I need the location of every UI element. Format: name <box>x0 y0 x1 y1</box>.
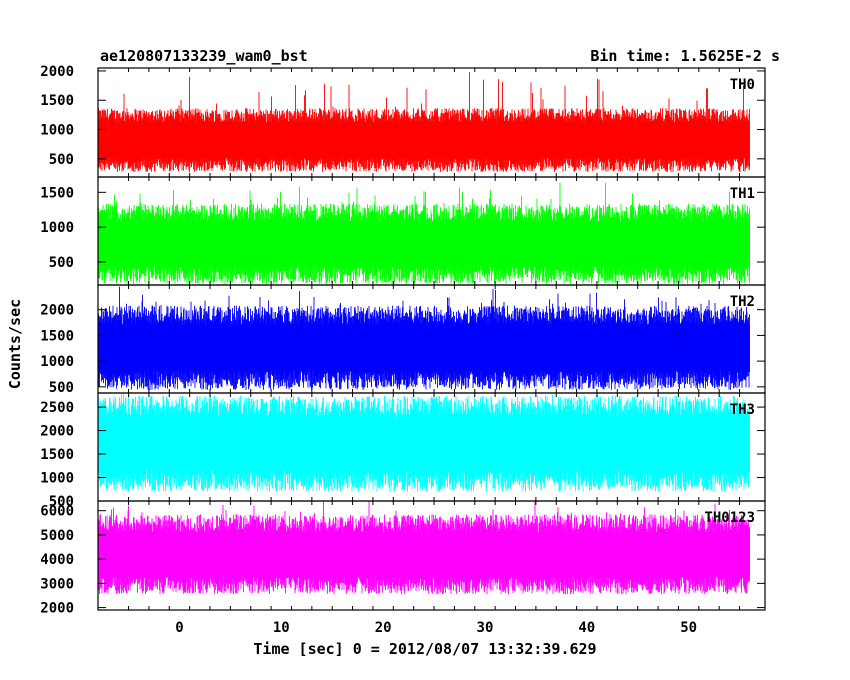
x-axis-label: Time [sec] 0 = 2012/08/07 13:32:39.629 <box>253 640 596 658</box>
y-tick-label: 2000 <box>40 424 74 440</box>
panel-frame <box>97 500 766 611</box>
y-tick-label: 2500 <box>40 400 74 416</box>
y-tick-label: 5000 <box>40 528 74 544</box>
x-tick-label: 50 <box>680 620 697 636</box>
panel-label: TH3 <box>730 402 755 418</box>
y-tick-label: 2000 <box>40 64 74 80</box>
y-tick-label: 1500 <box>40 447 74 463</box>
y-tick-label: 1000 <box>40 220 74 236</box>
series-core-th0 <box>98 122 750 158</box>
y-tick-label: 1000 <box>40 471 74 487</box>
panel-th0: 500 1000 1500 2000 TH0 <box>40 64 766 178</box>
y-tick-label: 1500 <box>40 328 74 344</box>
chart-title-left: ae120807133239_wam0_bst <box>100 47 308 65</box>
x-tick-label: 40 <box>578 620 595 636</box>
y-tick-label: 3000 <box>40 576 74 592</box>
panel-label: TH0 <box>730 77 755 93</box>
y-tick-label: 6000 <box>40 504 74 520</box>
x-tick-label: 10 <box>273 620 290 636</box>
series-core-th3 <box>98 417 750 471</box>
y-tick-label: 2000 <box>40 303 74 319</box>
panel-th3: 500 1000 1500 2000 2500 TH3 <box>40 392 766 510</box>
y-tick-label: 500 <box>49 380 74 396</box>
y-tick-label: 4000 <box>40 552 74 568</box>
x-tick-labels: 0 10 20 30 40 50 <box>175 620 697 636</box>
panel-label: TH1 <box>730 186 755 202</box>
series-core-th1 <box>98 221 750 266</box>
panel-th0123: 2000 3000 4000 5000 6000 TH0123 <box>40 500 766 617</box>
panel-label: TH0123 <box>704 510 755 526</box>
series-core-th0123 <box>98 532 750 577</box>
y-tick-label: 1500 <box>40 93 74 109</box>
x-tick-label: 30 <box>477 620 494 636</box>
panel-th1: 500 1000 1500 TH1 <box>40 176 766 286</box>
panels-group: 500 1000 1500 2000 TH0 500 1000 1500 TH1 500 1000 1… <box>40 64 766 617</box>
x-tick-label: 0 <box>175 620 183 636</box>
y-tick-label: 500 <box>49 152 74 168</box>
y-axis-label: Counts/sec <box>6 299 24 389</box>
chart-title-right: Bin time: 1.5625E-2 s <box>590 47 780 65</box>
y-tick-label: 1000 <box>40 354 74 370</box>
panel-label: TH2 <box>730 294 755 310</box>
y-tick-label: 500 <box>49 494 74 510</box>
series-core-th2 <box>98 324 750 371</box>
x-tick-label: 20 <box>375 620 392 636</box>
y-tick-label: 2000 <box>40 601 74 617</box>
y-tick-label: 1000 <box>40 123 74 139</box>
y-tick-label: 500 <box>49 255 74 271</box>
panel-th2: 500 1000 1500 2000 TH2 <box>40 284 766 396</box>
y-tick-label: 1500 <box>40 185 74 201</box>
